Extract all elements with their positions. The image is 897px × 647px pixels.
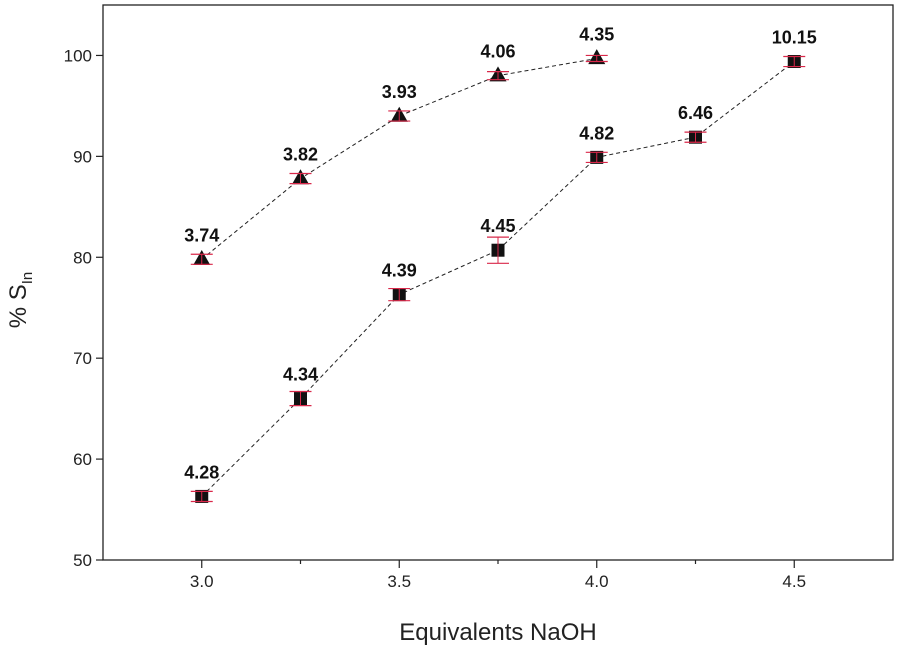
y-tick-label: 100	[64, 46, 92, 65]
data-label: 4.45	[480, 216, 515, 236]
x-tick-label: 4.0	[585, 572, 609, 591]
y-axis-title-main: % S	[5, 284, 32, 328]
data-label: 6.46	[678, 103, 713, 123]
data-label: 4.82	[579, 123, 614, 143]
y-tick-label: 70	[73, 349, 92, 368]
plot-frame	[102, 4, 894, 561]
y-tick-label: 50	[73, 551, 92, 570]
x-tick-label: 4.5	[782, 572, 806, 591]
data-label: 3.82	[283, 145, 318, 165]
y-tick-label: 60	[73, 450, 92, 469]
data-label: 4.39	[382, 261, 417, 281]
series-2-line	[201, 61, 795, 497]
data-label: 4.34	[283, 365, 318, 385]
y-axis-title: % SIn	[5, 272, 36, 329]
plot-area: 50 60 70 80 90 100 3.0 3.5 4.0 4.5 3.74 3.82 3.93 4.0…	[64, 4, 894, 591]
data-label: 10.15	[772, 28, 817, 48]
data-label: 3.93	[382, 82, 417, 102]
y-tick-label: 80	[73, 248, 92, 267]
x-axis-title: Equivalents NaOH	[399, 619, 596, 646]
x-tick-label: 3.5	[387, 572, 411, 591]
data-label: 4.28	[184, 462, 219, 482]
series-1-line	[201, 57, 597, 260]
data-label: 3.74	[184, 225, 219, 245]
x-tick-label: 3.0	[190, 572, 214, 591]
data-label: 4.06	[480, 42, 515, 62]
data-label: 4.35	[579, 24, 614, 44]
y-tick-label: 90	[73, 147, 92, 166]
y-axis-title-subscript: In	[19, 272, 36, 285]
